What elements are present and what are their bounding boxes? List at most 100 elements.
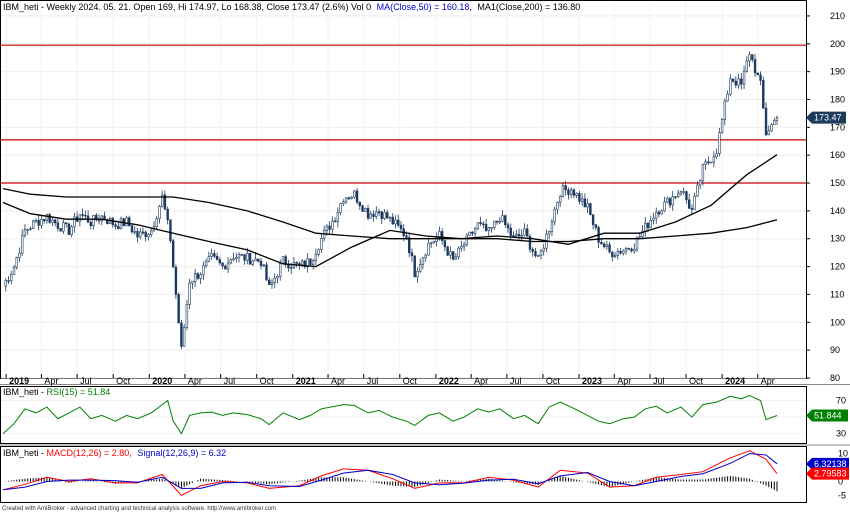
candle-body [462,244,466,247]
candle-body [311,260,315,266]
y-tick-label: 100 [830,317,845,327]
candle-body [443,240,447,248]
x-tick-label: 2023 [582,376,602,386]
candle-body [383,212,386,219]
price-panel-header: IBM_heti - Weekly 2024. 05. 21. Open 169… [3,2,580,12]
candle-body [34,219,38,222]
rsi-value-badge-shape [806,409,848,422]
candle-body [611,251,614,258]
candle-body [289,267,293,269]
candle-body [753,59,757,74]
candle-body [21,234,24,254]
candle-body [81,214,84,216]
y-tick-label: 200 [830,39,845,49]
candle-body [331,220,334,230]
candle-body [756,72,759,76]
candle-body [51,219,54,223]
macd-header-prefix: IBM_heti - [3,448,47,458]
candle-body [465,234,469,246]
candle-body [674,196,677,198]
x-tick-label: 2021 [296,376,316,386]
grid [1,1,806,379]
candle-body [347,197,351,200]
macd-panel-frame[interactable] [0,446,807,503]
candle-body [685,191,688,201]
candle-body [616,250,620,256]
ma200-header: MA1(Close,200) = 136.80 [477,2,580,12]
candle-body [372,213,375,217]
candle-body [377,211,381,214]
candle-body [40,218,43,226]
candle-body [314,254,318,261]
candle-body [306,258,309,268]
candle-body [484,224,488,231]
y-tick-label: 150 [830,178,845,188]
candle-body [663,201,666,212]
candle-body [78,214,82,222]
rsi-tick-label: 70 [836,395,846,405]
candle-body [451,251,455,260]
candle-body [48,214,51,223]
candle-body [558,196,562,203]
candle-body [325,225,329,231]
candle-body [468,231,471,236]
y-tick-label: 190 [830,67,845,77]
candle-body [715,153,718,158]
rsi-indicator [1,394,806,435]
last-price-badge-shape [806,111,846,124]
x-tick-label: Apr [617,376,631,386]
candle-body [630,248,633,252]
candle-body [369,213,372,219]
candle-body [226,262,230,270]
signal-header-value: Signal(12,26,9) = 6.32 [137,448,226,458]
candle-body [619,250,622,254]
candle-body [556,202,559,210]
candle-body [586,203,589,208]
candle-body [690,208,694,210]
candle-body [64,222,68,225]
candle-body [635,237,639,250]
candle-body [150,230,153,235]
candle-body [624,248,628,252]
rsi-tick-label: 30 [836,429,846,439]
candle-body [243,254,246,261]
candle-body [440,231,444,241]
x-tick-label: Jul [510,376,522,386]
macd-indicator [2,450,778,497]
rsi-panel-frame[interactable] [0,386,807,444]
candle-body [547,230,551,235]
candle-body [644,222,647,232]
candle-body [257,258,260,262]
candle-body [498,220,501,223]
candle-body [240,254,243,256]
candle-body [421,257,425,265]
candle-body [202,265,205,276]
candle-body [213,253,216,257]
candle-body [591,214,595,225]
candle-body [531,249,534,252]
footer-credit: Created with AmiBroker - advanced charti… [2,506,277,512]
candle-body [471,231,474,234]
y-tick-label: 170 [830,122,845,132]
signal-value-badge-shape [806,457,849,470]
signal-value-badge-label: 6.32138 [814,459,847,469]
candle-body [487,227,491,231]
y-tick-label: 80 [830,373,840,383]
candle-body [273,277,276,283]
candle-body [237,254,241,258]
candle-body [718,132,721,154]
candle-body [707,161,710,164]
candle-body [633,248,636,252]
candle-body [355,190,359,203]
candle-body [693,195,696,210]
rsi-header-value: RSI(15) = 51.84 [47,387,111,397]
candle-body [649,220,652,229]
candle-body [435,237,438,242]
x-tick-label: 2020 [152,376,172,386]
candle-body [429,242,433,245]
moving-averages [2,154,778,268]
x-tick-label: Jul [367,376,379,386]
x-tick-label: 2019 [9,376,29,386]
candle-body [4,280,7,287]
rsi-value-badge-label: 51.844 [814,411,842,421]
